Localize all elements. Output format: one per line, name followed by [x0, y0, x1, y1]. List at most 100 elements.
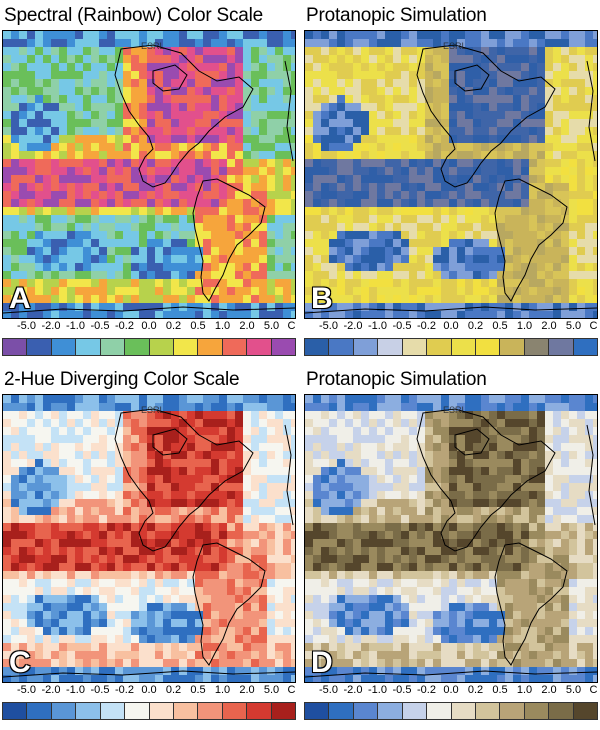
colorbar-tick-label: 0.2 — [166, 320, 181, 332]
colorbar-swatch — [574, 339, 597, 355]
colorbar-tick-label: -0.5 — [393, 684, 412, 696]
colorbar-tick-label: 5.0 — [566, 684, 581, 696]
colorbar-swatch — [174, 703, 198, 719]
colorbar-tick-label: 1.0 — [517, 320, 532, 332]
colorbar-swatch — [354, 703, 378, 719]
colorbar-tick-label: -2.0 — [344, 320, 363, 332]
colorbar-tick-label: -1.0 — [368, 320, 387, 332]
colorbar-unit-label: C — [590, 320, 598, 332]
colorbar-swatch — [101, 339, 125, 355]
colorbar-tick-label: 0.2 — [468, 320, 483, 332]
colorbar-swatch — [125, 703, 149, 719]
colorbar-unit-label: C — [590, 684, 598, 696]
colorbar-tick-label: -2.0 — [42, 320, 61, 332]
colorbar-swatch — [223, 339, 247, 355]
colorbar-swatch — [198, 703, 222, 719]
colorbar-tick-label: -1.0 — [368, 684, 387, 696]
colorbar-swatch — [329, 703, 353, 719]
panel-letter: B — [311, 284, 333, 314]
watermark: ESRL — [443, 41, 467, 51]
colorbar-tick-label: 1.0 — [215, 320, 230, 332]
colorbar-swatch — [305, 339, 329, 355]
colorbar-tick-label: 2.0 — [239, 320, 254, 332]
colorbar-tick-label: 0.0 — [443, 684, 458, 696]
colorbar-swatch — [500, 703, 524, 719]
colorbar-tick-label: 2.0 — [239, 684, 254, 696]
colorbar-swatch — [247, 339, 271, 355]
colorbar-tick-label: 0.2 — [468, 684, 483, 696]
colorbar-tick-label: 0.5 — [190, 684, 205, 696]
colorbar-unit-label: C — [288, 684, 296, 696]
panel-letter: A — [9, 284, 31, 314]
colorbar-tick-label: 0.5 — [492, 684, 507, 696]
map-cells — [305, 31, 597, 318]
colorbar-swatch — [427, 339, 451, 355]
colorbar-tick-label: -2.0 — [42, 684, 61, 696]
colorbar — [2, 338, 296, 356]
colorbar-swatch — [427, 703, 451, 719]
colorbar-swatch — [329, 339, 353, 355]
colorbar-tick-label: 2.0 — [541, 320, 556, 332]
colorbar-tick-label: -5.0 — [17, 684, 36, 696]
colorbar-swatch — [452, 703, 476, 719]
colorbar-swatch — [150, 703, 174, 719]
colorbar-swatch — [378, 339, 402, 355]
watermark: ESRL — [443, 405, 467, 415]
colorbar-tick-label: -0.2 — [417, 320, 436, 332]
colorbar-tick-label: -0.5 — [393, 320, 412, 332]
map-cells — [3, 395, 295, 682]
colorbar-swatch — [500, 339, 524, 355]
colorbar-swatch — [549, 703, 573, 719]
panel-title: 2-Hue Diverging Color Scale — [4, 368, 239, 392]
colorbar — [304, 338, 598, 356]
colorbar-swatch — [3, 339, 27, 355]
colorbar-tick-label: -1.0 — [66, 684, 85, 696]
colorbar-swatch — [52, 339, 76, 355]
colorbar-swatch — [574, 703, 597, 719]
colorbar-unit-label: C — [288, 320, 296, 332]
colorbar-swatch — [354, 339, 378, 355]
watermark: ESRL — [141, 41, 165, 51]
map-cells — [305, 395, 597, 682]
colorbar — [304, 702, 598, 720]
colorbar-swatch — [403, 339, 427, 355]
colorbar-swatch — [198, 339, 222, 355]
colorbar-swatch — [27, 339, 51, 355]
colorbar-swatch — [525, 339, 549, 355]
colorbar-swatch — [3, 703, 27, 719]
colorbar-swatch — [272, 339, 295, 355]
colorbar-tick-label: -0.2 — [115, 684, 134, 696]
colorbar-tick-label: 5.0 — [264, 684, 279, 696]
colorbar-tick-label: -2.0 — [344, 684, 363, 696]
colorbar-swatch — [549, 339, 573, 355]
panel-title: Spectral (Rainbow) Color Scale — [4, 4, 263, 28]
colorbar — [2, 702, 296, 720]
panel-title: Protanopic Simulation — [306, 4, 487, 28]
watermark: ESRL — [141, 405, 165, 415]
map-cells — [3, 31, 295, 318]
colorbar-tick-label: -5.0 — [17, 320, 36, 332]
colorbar-swatch — [403, 703, 427, 719]
panel-title: Protanopic Simulation — [306, 368, 487, 392]
colorbar-swatch — [476, 703, 500, 719]
colorbar-tick-label: -5.0 — [319, 320, 338, 332]
colorbar-tick-label: 0.5 — [492, 320, 507, 332]
colorbar-tick-label: -0.5 — [91, 320, 110, 332]
colorbar-swatch — [305, 703, 329, 719]
colorbar-tick-label: 2.0 — [541, 684, 556, 696]
colorbar-swatch — [247, 703, 271, 719]
temperature-map: ESRL B — [304, 30, 598, 319]
colorbar-tick-label: -0.5 — [91, 684, 110, 696]
colorbar-tick-label: 5.0 — [566, 320, 581, 332]
colorbar-swatch — [272, 703, 295, 719]
colorbar-tick-label: -5.0 — [319, 684, 338, 696]
panel-b: Protanopic Simulation ESRL B -5.0 -2.0 -1.0 -0… — [304, 4, 598, 366]
colorbar-tick-label: 0.0 — [141, 684, 156, 696]
